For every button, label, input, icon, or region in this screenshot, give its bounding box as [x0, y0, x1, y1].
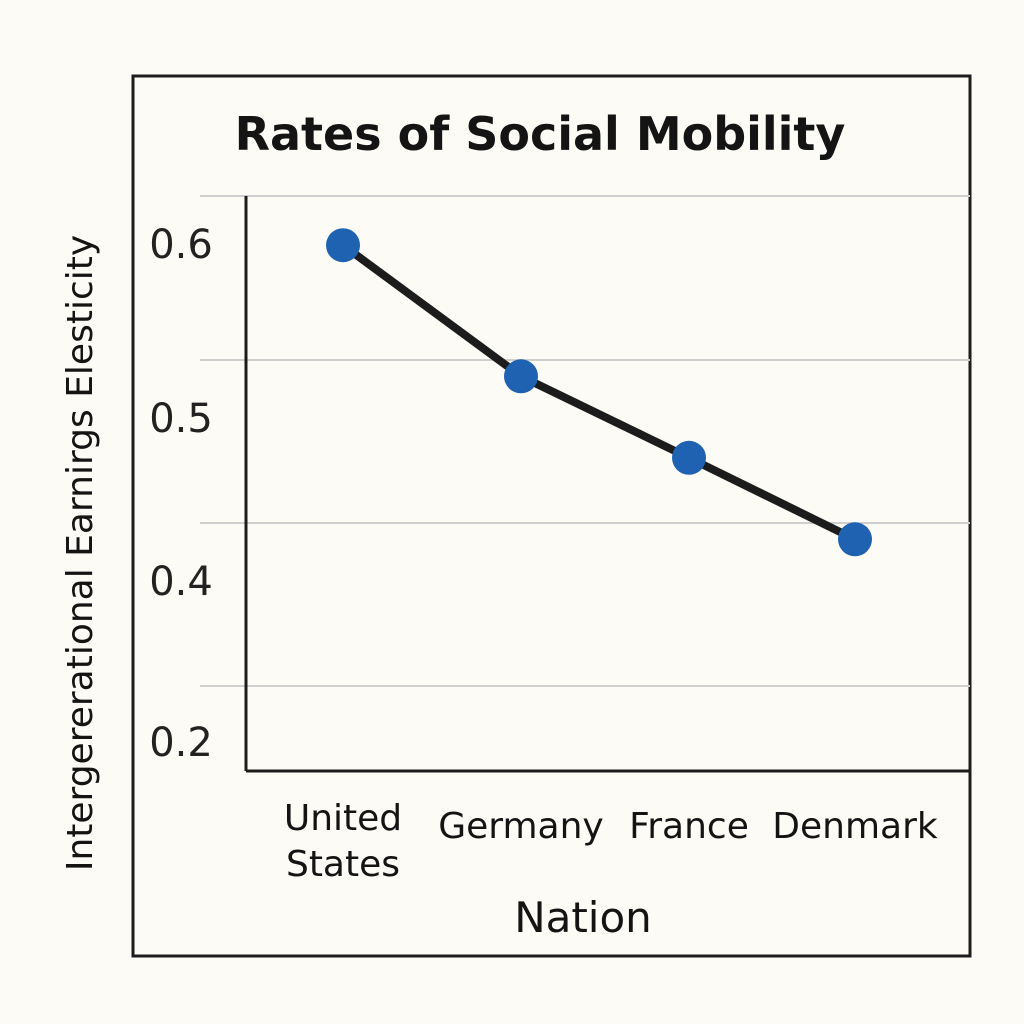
chart-frame [131, 74, 972, 958]
series-line [339, 241, 859, 544]
x-tick-label: France [629, 806, 749, 847]
chart-title: Rates of Social Mobility [235, 107, 846, 161]
x-tick-label: United States [284, 798, 402, 885]
x-tick-label-line: France [629, 806, 749, 847]
y-axis-label: Intergererational Earnirgs Elesticity [60, 235, 101, 871]
data-series [326, 228, 872, 557]
y-tick-label: 0.5 [149, 396, 213, 442]
y-tick-label: 0.4 [149, 559, 213, 605]
x-tick-label-line: United [284, 798, 402, 839]
x-tick-label: Germany [438, 806, 603, 847]
data-point [326, 228, 360, 263]
x-tick-label: Denmark [772, 806, 938, 847]
data-point [838, 522, 872, 557]
x-axis-categories: United States Germany France Denmark [284, 798, 938, 885]
y-tick-label: 0.6 [149, 222, 213, 268]
x-tick-label-line: Germany [438, 806, 603, 847]
y-tick-label: 0.2 [149, 720, 213, 766]
data-point [504, 359, 538, 394]
grid-lines [200, 195, 970, 687]
x-axis-label: Nation [514, 893, 652, 942]
y-axis-ticks: 0.6 0.5 0.4 0.2 [149, 222, 213, 766]
data-point [672, 440, 706, 475]
x-tick-label-line: Denmark [772, 806, 938, 847]
x-tick-label-line: States [286, 844, 400, 885]
